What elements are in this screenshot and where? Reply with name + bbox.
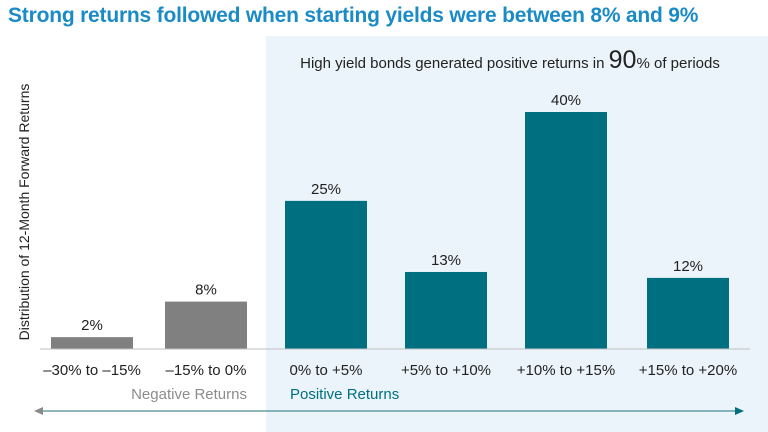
- category-label-6: +15% to +20%: [639, 362, 737, 379]
- bar-5: [525, 112, 607, 349]
- annotation-suffix: % of periods: [636, 55, 719, 72]
- value-label-6: 12%: [673, 258, 703, 275]
- bar-2: [165, 301, 247, 349]
- bar-1: [51, 337, 133, 349]
- value-label-3: 25%: [311, 181, 341, 198]
- bar-6: [647, 277, 729, 349]
- annotation-value: 90: [609, 46, 637, 74]
- arrow-right-head: [735, 407, 744, 415]
- bar-3: [285, 200, 367, 349]
- value-label-4: 13%: [431, 252, 461, 269]
- value-label-5: 40%: [551, 92, 581, 109]
- y-axis-label: Distribution of 12-Month Forward Returns: [16, 84, 32, 341]
- category-label-1: –30% to –15%: [43, 362, 141, 379]
- positive-returns-annotation: High yield bonds generated positive retu…: [300, 46, 720, 74]
- returns-arrow: [34, 407, 744, 415]
- value-label-1: 2%: [81, 317, 103, 334]
- category-label-5: +10% to +15%: [517, 362, 615, 379]
- bar-4: [405, 271, 487, 349]
- chart-title: Strong returns followed when starting yi…: [8, 4, 699, 27]
- negative-returns-label: Negative Returns: [131, 386, 247, 403]
- category-label-2: –15% to 0%: [166, 362, 247, 379]
- positive-returns-label: Positive Returns: [290, 386, 399, 403]
- category-label-3: 0% to +5%: [290, 362, 363, 379]
- value-label-2: 8%: [195, 282, 217, 299]
- annotation-prefix: High yield bonds generated positive retu…: [300, 55, 609, 72]
- category-label-4: +5% to +10%: [401, 362, 491, 379]
- arrow-left-head: [34, 407, 43, 415]
